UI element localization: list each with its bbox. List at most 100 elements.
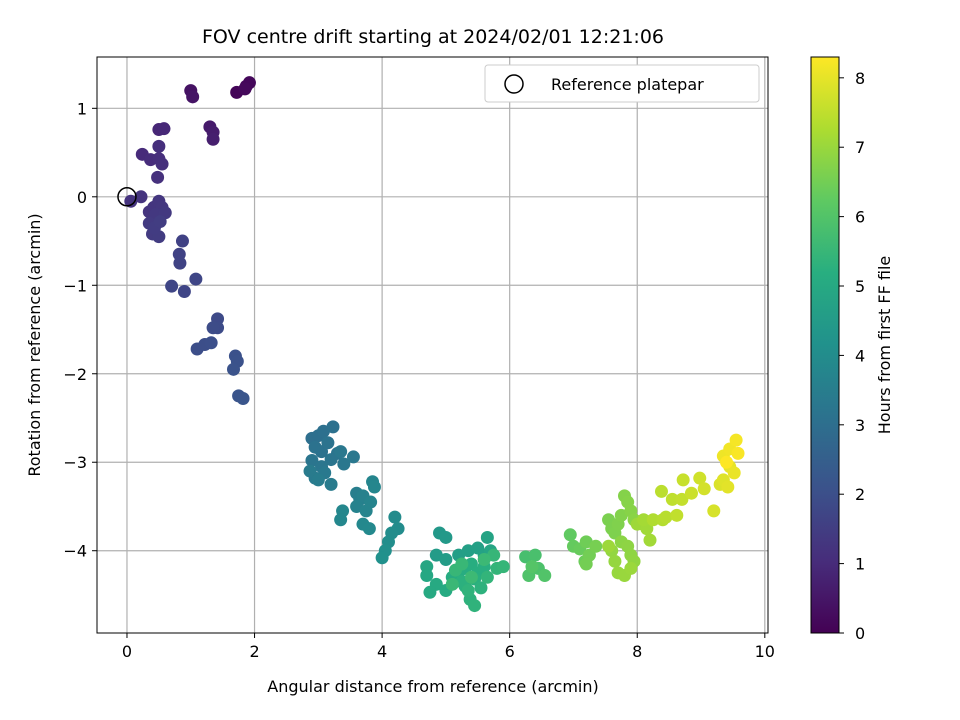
- legend: Reference platepar: [484, 64, 760, 103]
- data-point: [305, 453, 319, 467]
- data-point: [236, 392, 250, 406]
- data-point: [226, 362, 240, 376]
- data-point: [367, 480, 381, 494]
- data-point: [326, 420, 340, 434]
- data-point: [445, 577, 459, 591]
- data-point: [206, 321, 220, 335]
- y-tick-label: 1: [77, 99, 87, 118]
- data-point: [175, 234, 189, 248]
- data-point: [362, 522, 376, 536]
- colorbar-tick-label: 1: [855, 555, 865, 574]
- y-tick-label: −3: [63, 453, 87, 472]
- data-point: [153, 215, 167, 229]
- colorbar: 0 1 2 3 4 5 6 7 8 Hours from first FF file: [810, 56, 894, 643]
- colorbar-tick-label: 0: [855, 624, 865, 643]
- data-point: [684, 486, 698, 500]
- data-point: [173, 256, 187, 270]
- data-point: [654, 484, 668, 498]
- x-tick-label: 8: [632, 642, 642, 661]
- data-point: [563, 528, 577, 542]
- y-tick-label: −4: [63, 542, 87, 561]
- legend-box: [484, 64, 760, 103]
- data-point: [480, 530, 494, 544]
- x-tick-label: 10: [755, 642, 775, 661]
- colorbar-label: Hours from first FF file: [875, 256, 894, 435]
- y-axis-ticks: −4 −3 −2 −1 0 1: [63, 99, 97, 561]
- y-tick-label: −2: [63, 365, 87, 384]
- data-point: [177, 284, 191, 298]
- data-point: [439, 553, 453, 567]
- data-point: [204, 336, 218, 350]
- colorbar-ticks: 0 1 2 3 4 5 6 7 8: [839, 69, 865, 643]
- x-axis-label: Angular distance from reference (arcmin): [267, 677, 598, 696]
- data-point: [321, 436, 335, 450]
- chart-title: FOV centre drift starting at 2024/02/01 …: [202, 26, 664, 48]
- data-point: [334, 445, 348, 459]
- data-point: [538, 568, 552, 582]
- data-point: [375, 551, 389, 565]
- data-point: [721, 480, 735, 494]
- data-point: [474, 581, 488, 595]
- legend-entry: Reference platepar: [551, 75, 704, 94]
- data-point: [157, 122, 171, 136]
- y-axis-label: Rotation from reference (arcmin): [25, 213, 44, 476]
- data-point: [602, 539, 616, 553]
- data-point: [646, 513, 660, 527]
- data-point: [303, 464, 317, 478]
- data-point: [423, 585, 437, 599]
- data-point: [206, 132, 220, 146]
- data-point: [151, 170, 165, 184]
- colorbar-tick-label: 2: [855, 485, 865, 504]
- x-tick-label: 6: [505, 642, 515, 661]
- y-tick-label: −1: [63, 276, 87, 295]
- data-point: [707, 504, 721, 518]
- data-point: [461, 584, 475, 598]
- data-point: [729, 433, 743, 447]
- data-point: [720, 455, 734, 469]
- plot-area: 0 2 4 6 8 10 −4 −3 −2 −1 0 1: [63, 56, 775, 661]
- data-point: [124, 194, 138, 208]
- data-point: [134, 190, 148, 204]
- data-point: [388, 510, 402, 524]
- data-point: [420, 568, 434, 582]
- data-point: [589, 539, 603, 553]
- data-point: [311, 473, 325, 487]
- data-point: [480, 570, 494, 584]
- data-point: [496, 560, 510, 574]
- data-point: [637, 513, 651, 527]
- plot-frame: [96, 56, 769, 634]
- data-point: [528, 548, 542, 562]
- data-point: [165, 279, 179, 293]
- data-point: [693, 471, 707, 485]
- data-point: [464, 570, 478, 584]
- colorbar-gradient: [810, 56, 840, 634]
- colorbar-tick-label: 7: [855, 138, 865, 157]
- data-point: [468, 599, 482, 613]
- data-point: [731, 446, 745, 460]
- data-point: [189, 272, 203, 286]
- data-point: [238, 82, 252, 96]
- data-point: [676, 473, 690, 487]
- x-axis-ticks: 0 2 4 6 8 10: [122, 633, 775, 661]
- data-point: [665, 492, 679, 506]
- colorbar-tick-label: 5: [855, 277, 865, 296]
- data-point: [675, 492, 689, 506]
- x-tick-label: 0: [122, 642, 132, 661]
- data-point: [334, 513, 348, 527]
- data-point: [439, 530, 453, 544]
- data-point: [152, 139, 166, 153]
- legend-marker: [504, 74, 524, 94]
- data-point: [608, 554, 622, 568]
- data-point: [324, 477, 338, 491]
- grid: [97, 57, 768, 633]
- data-point: [624, 561, 638, 575]
- data-point: [186, 90, 200, 104]
- data-point: [477, 553, 491, 567]
- data-point: [727, 466, 741, 480]
- reference-marker: [117, 187, 137, 207]
- x-tick-label: 2: [249, 642, 259, 661]
- data-point: [579, 557, 593, 571]
- data-points: [124, 76, 745, 613]
- data-point: [455, 557, 469, 571]
